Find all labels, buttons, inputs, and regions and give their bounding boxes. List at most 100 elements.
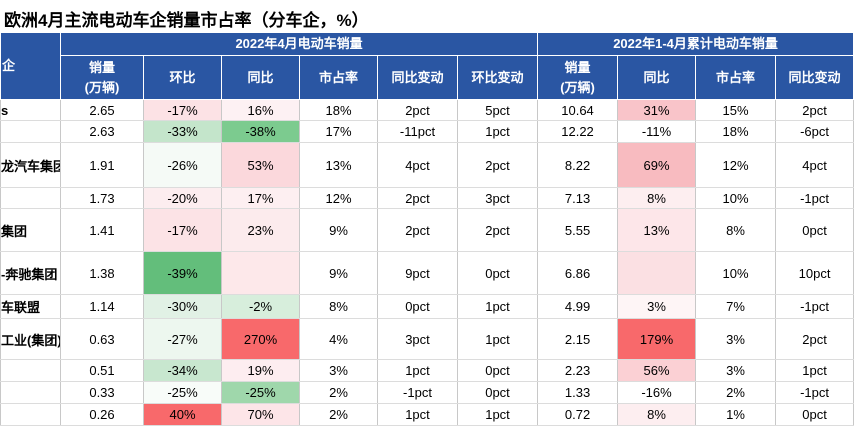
data-cell: 2% bbox=[695, 381, 777, 404]
data-cell: -2% bbox=[221, 294, 300, 319]
data-cell: 0pct bbox=[377, 294, 458, 319]
sales-table: 企 2022年4月电动车销量 2022年1-4月累计电动车销量 销量 (万辆) 环… bbox=[0, 32, 855, 426]
data-cell: 10.64 bbox=[537, 99, 619, 121]
data-cell: 0pct bbox=[456, 381, 539, 404]
data-cell: 1% bbox=[695, 403, 777, 426]
data-cell: 3% bbox=[695, 359, 777, 382]
data-cell: 4pct bbox=[377, 142, 458, 188]
company-name: 集团 bbox=[0, 208, 61, 252]
data-cell: 10% bbox=[695, 187, 777, 209]
data-cell: 0pct bbox=[775, 403, 855, 426]
data-cell: 23% bbox=[221, 208, 300, 252]
company-name: s bbox=[0, 99, 61, 121]
data-cell: 3% bbox=[299, 359, 378, 382]
data-cell: -17% bbox=[143, 99, 222, 121]
header-cell: 2022年1-4月累计电动车销量 bbox=[537, 32, 855, 56]
data-cell: 270% bbox=[221, 318, 300, 360]
data-cell: -33% bbox=[143, 120, 222, 143]
table-row: 2.63 -33% -38% 17% -11pct 1pct 12.22 -11% 18% -6p… bbox=[0, 120, 855, 143]
data-cell: 1pct bbox=[456, 318, 539, 360]
data-cell: -11pct bbox=[377, 120, 458, 143]
data-cell: 13% bbox=[617, 208, 697, 252]
company-name bbox=[0, 187, 61, 209]
data-cell: 0.51 bbox=[60, 359, 144, 382]
data-cell: -39% bbox=[143, 251, 222, 295]
data-cell: -1pct bbox=[775, 294, 855, 319]
table-row: 车联盟 1.14 -30% -2% 8% 0pct 1pct 4.99 3% 7% -1pct bbox=[0, 294, 855, 319]
data-cell: -34% bbox=[143, 359, 222, 382]
data-cell: 56% bbox=[617, 359, 697, 382]
data-cell: 9% bbox=[299, 251, 378, 295]
column-header: 同比 bbox=[221, 55, 300, 100]
data-cell: 8% bbox=[299, 294, 378, 319]
data-cell: 1.41 bbox=[60, 208, 144, 252]
data-cell: 1pct bbox=[775, 359, 855, 382]
data-cell: 69% bbox=[617, 142, 697, 188]
column-header: 市占率 bbox=[695, 55, 777, 100]
data-cell: 3% bbox=[695, 318, 777, 360]
company-name: 工业(集团) bbox=[0, 318, 61, 360]
column-header: 市占率 bbox=[299, 55, 378, 100]
data-cell: 2.15 bbox=[537, 318, 619, 360]
company-name: 龙汽车集团 bbox=[0, 142, 61, 188]
data-cell: 3% bbox=[617, 294, 697, 319]
data-cell: 2pct bbox=[377, 187, 458, 209]
data-cell: -16% bbox=[617, 381, 697, 404]
data-cell: 0.33 bbox=[60, 381, 144, 404]
data-cell: 10pct bbox=[775, 251, 855, 295]
data-cell: 1.73 bbox=[60, 187, 144, 209]
data-cell: -11% bbox=[617, 120, 697, 143]
data-cell: 19% bbox=[221, 359, 300, 382]
company-name: -奔驰集团 bbox=[0, 251, 61, 295]
company-name bbox=[0, 359, 61, 382]
data-cell: 1pct bbox=[456, 403, 539, 426]
data-cell: 40% bbox=[143, 403, 222, 426]
data-cell: -1pct bbox=[377, 381, 458, 404]
data-cell: -1pct bbox=[775, 381, 855, 404]
data-cell: 2.65 bbox=[60, 99, 144, 121]
data-cell: 7% bbox=[695, 294, 777, 319]
title: 欧洲4月主流电动车企销量市占率（分车企，%） bbox=[4, 11, 369, 30]
company-name bbox=[0, 403, 61, 426]
data-cell: -27% bbox=[143, 318, 222, 360]
data-cell: 0pct bbox=[456, 359, 539, 382]
data-cell: 2pct bbox=[377, 99, 458, 121]
company-name bbox=[0, 381, 61, 404]
data-cell: 2pct bbox=[775, 318, 855, 360]
data-cell: 2pct bbox=[456, 208, 539, 252]
data-cell: 179% bbox=[617, 318, 697, 360]
data-cell: 2pct bbox=[456, 142, 539, 188]
table-row: -奔驰集团 1.38 -39% 9% 9pct 0pct 6.86 10% 10pct bbox=[0, 251, 855, 295]
data-cell: 70% bbox=[221, 403, 300, 426]
data-cell: 8% bbox=[617, 403, 697, 426]
table-row: 0.26 40% 70% 2% 1pct 1pct 0.72 8% 1% 0pct bbox=[0, 403, 855, 426]
data-cell: 9pct bbox=[377, 251, 458, 295]
data-cell: 0.26 bbox=[60, 403, 144, 426]
data-cell: 5pct bbox=[456, 99, 539, 121]
company-name bbox=[0, 120, 61, 143]
table-row: 集团 1.41 -17% 23% 9% 2pct 2pct 5.55 13% 8% 0pct bbox=[0, 208, 855, 252]
data-cell: 0.63 bbox=[60, 318, 144, 360]
data-cell: 3pct bbox=[377, 318, 458, 360]
column-header-row: 销量 (万辆) 环比 同比 市占率 同比变动 环比变动 销量 (万辆) 同比 市占率 同比变动 bbox=[1, 55, 855, 100]
data-cell bbox=[221, 251, 300, 295]
data-cell: 12.22 bbox=[537, 120, 619, 143]
data-cell: 1.14 bbox=[60, 294, 144, 319]
data-cell: -25% bbox=[221, 381, 300, 404]
data-cell: 4pct bbox=[775, 142, 855, 188]
data-cell: 53% bbox=[221, 142, 300, 188]
data-cell: 1pct bbox=[456, 294, 539, 319]
data-cell: 8% bbox=[617, 187, 697, 209]
data-cell: 13% bbox=[299, 142, 378, 188]
column-header: 环比变动 bbox=[456, 55, 539, 100]
column-header: 销量 (万辆) bbox=[60, 55, 144, 100]
column-header: 同比变动 bbox=[775, 55, 855, 100]
data-cell: 7.13 bbox=[537, 187, 619, 209]
data-cell: -25% bbox=[143, 381, 222, 404]
column-header: 环比 bbox=[143, 55, 222, 100]
data-cell: -20% bbox=[143, 187, 222, 209]
data-cell: 17% bbox=[221, 187, 300, 209]
data-cell: 16% bbox=[221, 99, 300, 121]
table-row: 1.73 -20% 17% 12% 2pct 3pct 7.13 8% 10% -1pct bbox=[0, 187, 855, 209]
